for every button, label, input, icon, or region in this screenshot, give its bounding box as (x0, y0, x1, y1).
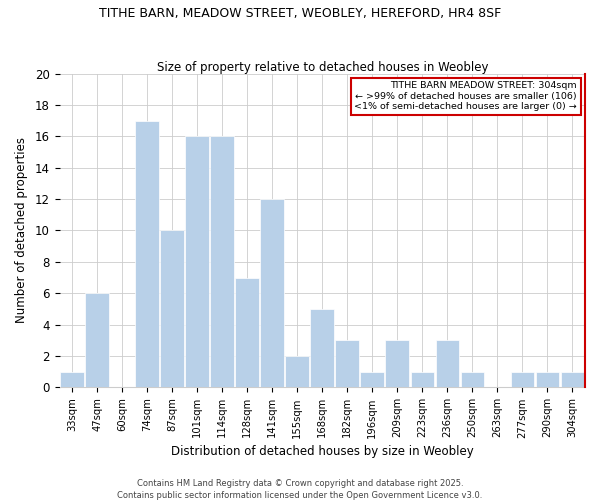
Bar (185, 136, 209, 388)
Bar (160, 230, 184, 388)
Bar (410, 372, 434, 388)
Bar (260, 199, 284, 388)
Bar (511, 372, 535, 388)
Bar (136, 120, 159, 388)
Bar (536, 372, 559, 388)
Text: Contains HM Land Registry data © Crown copyright and database right 2025.
Contai: Contains HM Land Registry data © Crown c… (118, 478, 482, 500)
Bar (286, 356, 309, 388)
Title: Size of property relative to detached houses in Weobley: Size of property relative to detached ho… (157, 60, 488, 74)
Bar (335, 340, 359, 388)
Bar (361, 372, 384, 388)
Bar (436, 340, 459, 388)
X-axis label: Distribution of detached houses by size in Weobley: Distribution of detached houses by size … (171, 444, 474, 458)
Y-axis label: Number of detached properties: Number of detached properties (15, 138, 28, 324)
Bar (560, 372, 584, 388)
Bar (60, 372, 84, 388)
Bar (235, 278, 259, 388)
Bar (310, 309, 334, 388)
Text: TITHE BARN MEADOW STREET: 304sqm
← >99% of detached houses are smaller (106)
<1%: TITHE BARN MEADOW STREET: 304sqm ← >99% … (355, 82, 577, 111)
Bar (461, 372, 484, 388)
Bar (211, 136, 234, 388)
Bar (85, 294, 109, 388)
Bar (385, 340, 409, 388)
Text: TITHE BARN, MEADOW STREET, WEOBLEY, HEREFORD, HR4 8SF: TITHE BARN, MEADOW STREET, WEOBLEY, HERE… (99, 8, 501, 20)
